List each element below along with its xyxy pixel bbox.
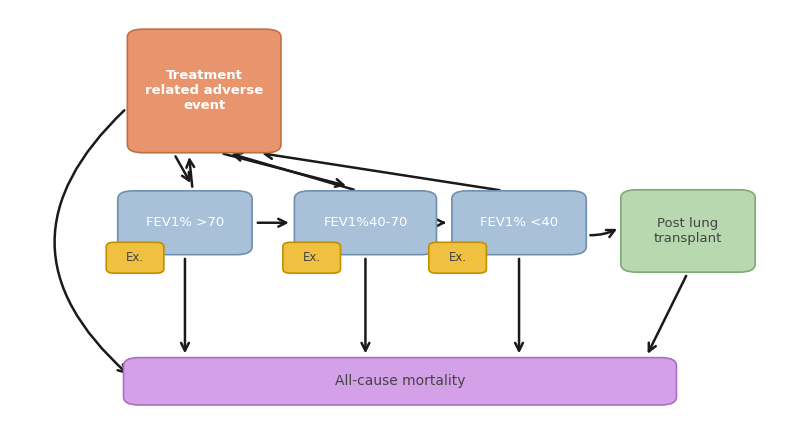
Text: Ex.: Ex.: [302, 251, 321, 264]
FancyBboxPatch shape: [452, 191, 586, 255]
FancyBboxPatch shape: [283, 242, 341, 273]
Text: FEV1%40-70: FEV1%40-70: [323, 216, 408, 229]
Text: Ex.: Ex.: [449, 251, 466, 264]
Text: All-cause mortality: All-cause mortality: [334, 374, 466, 388]
Text: FEV1% <40: FEV1% <40: [480, 216, 558, 229]
FancyBboxPatch shape: [127, 29, 281, 153]
Text: Ex.: Ex.: [126, 251, 144, 264]
FancyBboxPatch shape: [106, 242, 164, 273]
FancyBboxPatch shape: [294, 191, 437, 255]
Text: FEV1% >70: FEV1% >70: [146, 216, 224, 229]
FancyBboxPatch shape: [429, 242, 486, 273]
FancyBboxPatch shape: [123, 358, 677, 405]
Text: Post lung
transplant: Post lung transplant: [654, 217, 722, 245]
FancyBboxPatch shape: [118, 191, 252, 255]
FancyBboxPatch shape: [621, 190, 755, 272]
Text: Treatment
related adverse
event: Treatment related adverse event: [145, 69, 263, 112]
